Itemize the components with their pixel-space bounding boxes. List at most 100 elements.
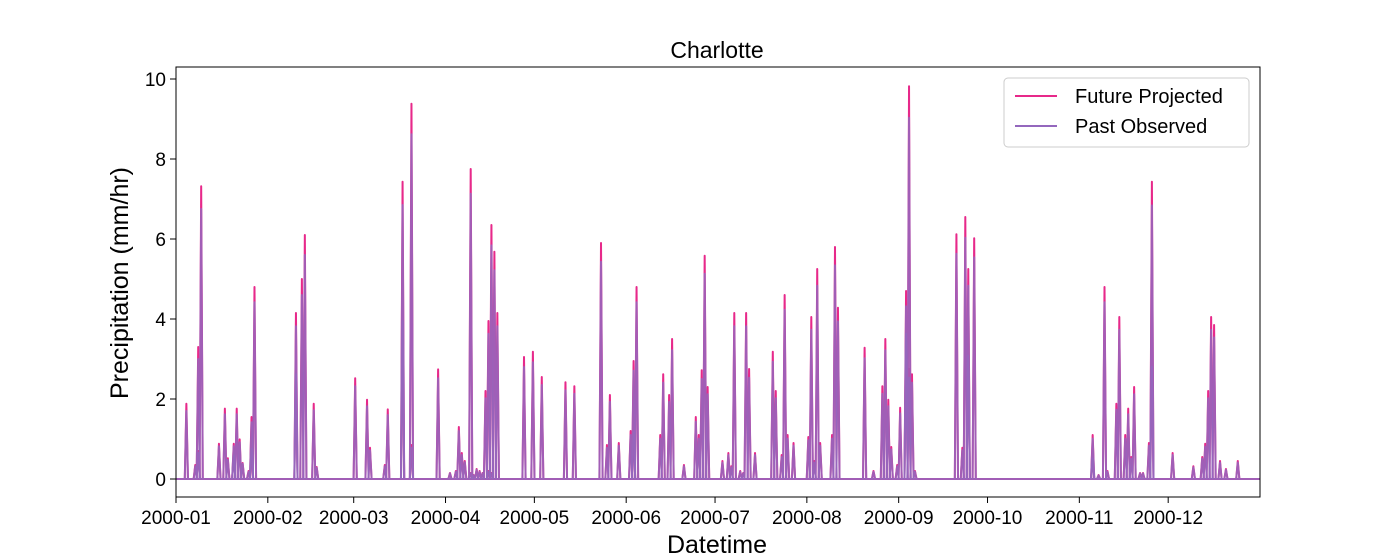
- y-tick-label: 4: [155, 310, 166, 331]
- series-past-spike: [1223, 468, 1229, 480]
- series-past-spike: [835, 320, 841, 480]
- series-past-spike: [183, 410, 189, 480]
- series-past-spike: [693, 420, 699, 480]
- series-past-spike: [198, 208, 204, 480]
- series-past-spike: [222, 413, 228, 480]
- series-past-spike: [681, 465, 687, 480]
- x-tick-label: 2000-11: [1045, 508, 1113, 529]
- series-past-spike: [364, 405, 370, 480]
- series-past-spike: [491, 269, 497, 480]
- y-tick-label: 2: [155, 390, 166, 411]
- series-past-spike: [456, 430, 462, 480]
- legend-label-future: Future Projected: [1075, 86, 1223, 108]
- series-past-spike: [1104, 470, 1111, 480]
- series-past-spike: [598, 260, 604, 480]
- y-tick-label: 8: [155, 150, 166, 171]
- series-past-spike: [251, 301, 258, 480]
- series-past-spike: [1090, 437, 1096, 480]
- series-past-spike: [746, 376, 752, 480]
- series-past-spike: [468, 192, 474, 480]
- series-past-spike: [1217, 461, 1223, 480]
- series-past-spike: [953, 252, 960, 480]
- series-past-spike: [719, 461, 726, 480]
- series-past-spike: [293, 325, 299, 480]
- series-past-spike: [367, 449, 373, 480]
- series-past-spike: [669, 349, 675, 480]
- series-past-spike: [752, 454, 758, 480]
- series-past-spike: [1101, 301, 1108, 480]
- series-past-spike: [1235, 461, 1241, 480]
- series-past-spike: [862, 357, 868, 480]
- series-past-spike: [616, 444, 622, 480]
- series-past-spike: [494, 325, 500, 480]
- series-past-spike: [790, 444, 797, 480]
- series-past-spike: [234, 413, 240, 480]
- series-past-spike: [352, 385, 358, 480]
- series-past-spike: [785, 437, 791, 480]
- series-past-spike: [408, 446, 415, 480]
- series-past-spike: [1149, 204, 1155, 480]
- series-past-spike: [633, 301, 640, 480]
- legend: Future Projected Past Observed: [1003, 77, 1250, 148]
- series-past-spike: [743, 325, 749, 480]
- y-tick-label: 0: [155, 470, 166, 491]
- series-past-spike: [731, 325, 737, 480]
- series-past-spike: [705, 393, 711, 480]
- series-past-spike: [530, 361, 536, 480]
- series-past-spike: [607, 400, 613, 480]
- series-past-spike: [808, 328, 814, 480]
- x-tick-label: 2000-07: [680, 508, 750, 529]
- series-past-spike: [302, 254, 308, 480]
- series-past-spike: [447, 472, 453, 480]
- plot-area: [175, 66, 1261, 498]
- x-axis-label: Datetime: [667, 531, 767, 559]
- series-past-spike: [539, 384, 545, 480]
- series-past-spike: [240, 462, 246, 480]
- series-past-spike: [225, 458, 231, 480]
- x-tick-label: 2000-09: [864, 508, 934, 529]
- series-past-spike: [462, 461, 468, 480]
- series-past-spike: [888, 448, 894, 480]
- y-axis: 0 2 4 6 8 10: [145, 70, 176, 491]
- series-past-spike: [971, 256, 977, 480]
- series-past-spike: [216, 445, 222, 480]
- series-past-spike: [1131, 393, 1137, 480]
- series-past-spike: [702, 272, 708, 480]
- x-tick-label: 2000-05: [500, 508, 570, 529]
- series-past-spike: [885, 405, 891, 480]
- x-tick-label: 2000-01: [141, 508, 211, 529]
- y-tick-label: 10: [145, 70, 166, 91]
- series-past-spike: [1211, 336, 1217, 480]
- series-past-spike: [385, 414, 391, 480]
- x-tick-label: 2000-06: [591, 508, 661, 529]
- x-axis: 2000-01 2000-02 2000-03 2000-04 2000-05 2000-…: [141, 497, 1203, 529]
- series-past-spike: [770, 360, 776, 480]
- series-past-spike: [562, 389, 569, 480]
- series-past-spike: [459, 454, 465, 480]
- series-past-spike: [660, 381, 666, 480]
- series-past-spike: [1116, 328, 1122, 480]
- x-tick-label: 2000-08: [772, 508, 842, 529]
- series-past-spike: [832, 264, 838, 480]
- series-past-spike: [870, 470, 877, 480]
- series-past-spike: [571, 392, 577, 480]
- y-tick-label: 6: [155, 230, 166, 251]
- series-past-spike: [897, 412, 903, 480]
- series-layer: [176, 85, 1260, 480]
- series-past-spike: [1190, 466, 1196, 480]
- series-past-spike: [435, 377, 441, 480]
- series-past-spike: [906, 116, 912, 480]
- series-past-spike: [782, 308, 788, 480]
- series-past-spike: [1125, 413, 1131, 480]
- y-axis-label: Precipitation (mm/hr): [106, 167, 134, 399]
- series-past-spike: [237, 441, 243, 480]
- x-tick-label: 2000-02: [233, 508, 303, 529]
- series-past-spike: [408, 133, 415, 480]
- legend-label-past: Past Observed: [1075, 116, 1207, 138]
- series-past-spike: [521, 366, 527, 480]
- series-past-spike: [311, 409, 317, 480]
- series-past-spike: [909, 381, 915, 480]
- series-past-spike: [1170, 454, 1176, 480]
- x-tick-label: 2000-12: [1133, 508, 1203, 529]
